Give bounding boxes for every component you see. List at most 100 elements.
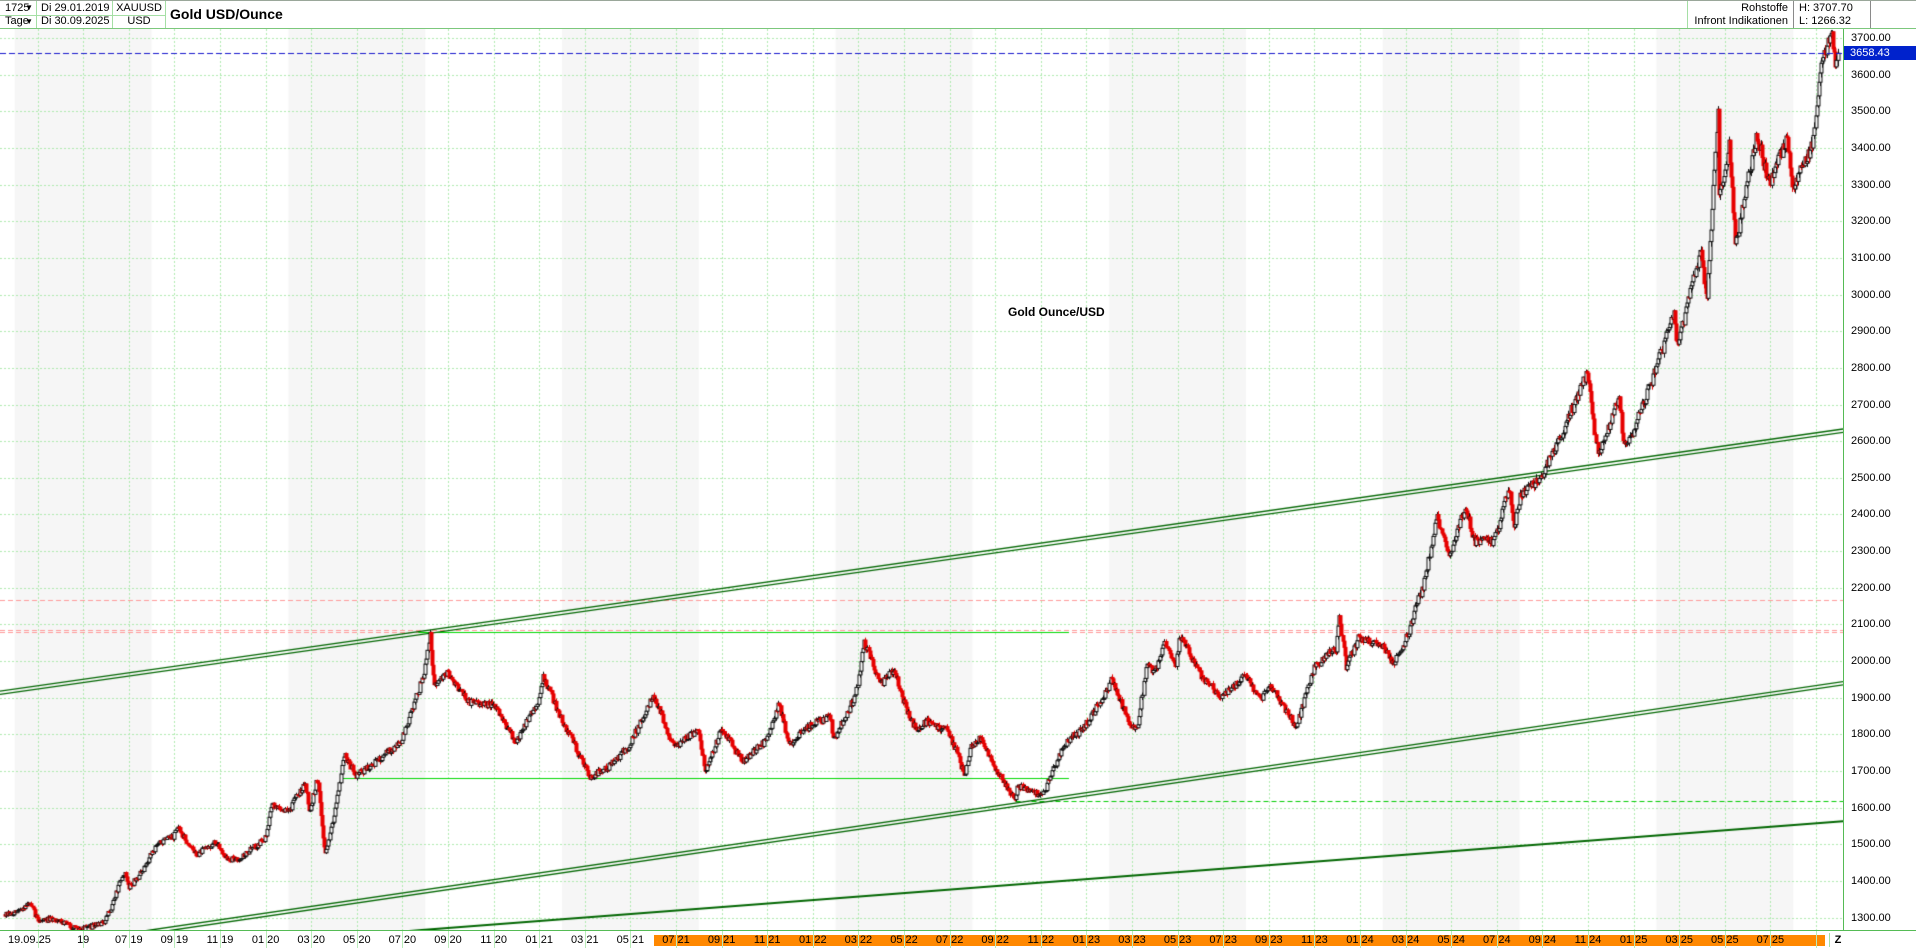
y-axis-label: 1600.00: [1851, 801, 1891, 814]
y-axis-label: 1400.00: [1851, 874, 1891, 887]
x-axis-label: 05 24: [1437, 934, 1465, 946]
header-row-divider: [0, 15, 166, 16]
x-axis-tick: [1314, 931, 1316, 948]
x-axis-tick: [1451, 931, 1453, 948]
period-count-value: 1725: [5, 2, 30, 14]
x-axis-tick: [767, 931, 769, 948]
x-axis-tick: [1633, 931, 1635, 948]
chevron-down-icon: ▼: [25, 17, 33, 26]
date-from-field[interactable]: Di 29.01.2019: [37, 1, 113, 15]
x-axis-tick: [311, 931, 313, 948]
x-axis-tick: [904, 931, 905, 948]
y-axis-label: 2600.00: [1851, 435, 1891, 448]
x-axis-label: 07 19: [115, 934, 143, 946]
y-axis-label: 1800.00: [1851, 728, 1891, 741]
x-axis-tick: [356, 931, 358, 948]
y-axis-label: 2000.00: [1851, 655, 1891, 668]
x-axis-tick: [1816, 931, 1817, 948]
x-axis-label: 07 21: [662, 934, 690, 946]
x-axis-label: 09 21: [707, 934, 736, 946]
provider-label: Infront Indikationen: [1694, 15, 1788, 27]
x-axis-label: 07 20: [388, 934, 417, 946]
price-axis: 3658.43 3700.00 3600.00 3500.00 3400.00 3300…: [1843, 29, 1916, 930]
price-chart-canvas[interactable]: [0, 29, 1843, 930]
x-axis-label: 03 24: [1391, 934, 1420, 946]
x-axis-label: 03 21: [571, 934, 599, 946]
date-range-highlight[interactable]: [654, 935, 1825, 946]
x-axis-tick: [37, 931, 39, 948]
date-axis: 19.09.25 Z 19 07 19 09 19 11 19 01 20 03 20 05…: [0, 930, 1916, 948]
x-axis-label: 01 24: [1346, 934, 1374, 946]
x-axis-tick: [1086, 931, 1088, 948]
y-axis-label: 2500.00: [1851, 471, 1891, 484]
x-axis-label: 05 23: [1163, 934, 1192, 946]
y-axis-label: 3300.00: [1851, 178, 1891, 191]
x-axis-tick: [1588, 931, 1589, 948]
y-axis-label: 3100.00: [1851, 251, 1891, 264]
x-axis-tick: [1679, 931, 1681, 948]
x-axis-label: 03 20: [297, 934, 325, 946]
y-axis-label: 2800.00: [1851, 361, 1891, 374]
chart-title: Gold USD/Ounce: [170, 6, 283, 22]
x-axis-tick: [995, 931, 997, 948]
symbol-label: XAUUSD: [113, 1, 166, 15]
x-axis-label: 09 20: [434, 934, 462, 946]
x-axis-label: 07 25: [1756, 934, 1785, 946]
x-axis-label: 11 19: [206, 934, 234, 946]
x-axis-label: 01 20: [251, 934, 280, 946]
x-axis-tick: [493, 931, 495, 948]
x-axis-tick: [721, 931, 723, 948]
y-axis-label: 2200.00: [1851, 581, 1891, 594]
x-axis-label: 09 19: [160, 934, 189, 946]
x-axis-tick: [1542, 931, 1544, 948]
category-label: Rohstoffe: [1741, 2, 1788, 14]
range-high-label: H: 3707.70: [1793, 1, 1871, 15]
x-axis-label: 11 23: [1301, 934, 1328, 946]
x-axis-label: 01 25: [1619, 934, 1648, 946]
x-axis-label: 09 22: [981, 934, 1009, 946]
date-to-field[interactable]: Di 30.09.2025: [37, 15, 113, 28]
y-axis-label: 3600.00: [1851, 68, 1891, 81]
x-axis-label: 07 22: [935, 934, 964, 946]
x-axis-label: 11 20: [480, 934, 507, 946]
x-axis-tick: [220, 931, 221, 948]
y-axis-label: 3000.00: [1851, 288, 1891, 301]
x-axis-tick: [1724, 931, 1726, 948]
period-count-dropdown[interactable]: ▼ 1725: [1, 1, 37, 15]
last-price-badge: 3658.43: [1844, 46, 1916, 61]
x-axis-tick: [1770, 931, 1772, 948]
timeframe-value: Tage: [5, 15, 29, 27]
x-axis-tick: [1132, 931, 1133, 948]
y-axis-label: 3500.00: [1851, 105, 1891, 118]
range-low-label: L: 1266.32: [1793, 15, 1871, 28]
x-axis-label: 11 21: [753, 934, 781, 946]
x-axis-label: 07 23: [1209, 934, 1237, 946]
x-axis-label: 09 24: [1528, 934, 1557, 946]
x-axis-tick: [448, 931, 449, 948]
chart-header: ▼ 1725 ▼ Tage Di 29.01.2019 Di 30.09.202…: [0, 1, 1916, 29]
x-axis-tick: [83, 931, 85, 948]
x-axis-label: 01 22: [799, 934, 827, 946]
time-axis-z-label: Z: [1829, 933, 1846, 947]
y-axis-label: 1300.00: [1851, 911, 1891, 924]
x-axis-label: 05 21: [616, 934, 645, 946]
timeframe-dropdown[interactable]: ▼ Tage: [1, 15, 37, 28]
y-axis-label: 2100.00: [1851, 618, 1891, 631]
x-axis-label: 05 20: [343, 934, 371, 946]
chart-plot-area: Gold Ounce/USD: [0, 29, 1843, 930]
x-axis-tick: [1268, 931, 1270, 948]
x-axis-label: 01 21: [525, 934, 553, 946]
header-divider: [1687, 1, 1688, 28]
chevron-down-icon: ▼: [25, 3, 33, 12]
x-axis-label: 19: [77, 934, 90, 946]
y-axis-label: 1900.00: [1851, 691, 1891, 704]
x-axis-tick: [1405, 931, 1407, 948]
x-axis-tick: [1040, 931, 1042, 948]
x-axis-label: 07 24: [1483, 934, 1511, 946]
x-axis-tick: [402, 931, 404, 948]
x-axis-tick: [812, 931, 814, 948]
x-axis-label: 03 23: [1118, 934, 1146, 946]
x-axis-tick: [858, 931, 860, 948]
currency-label: USD: [113, 15, 166, 28]
